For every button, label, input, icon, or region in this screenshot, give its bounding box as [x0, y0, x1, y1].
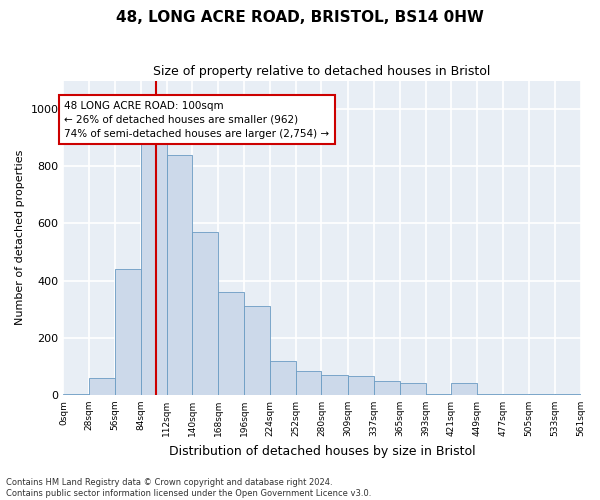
Bar [477, 394, 503, 395]
Bar [64, 394, 89, 395]
Bar [400, 384, 425, 395]
Title: Size of property relative to detached houses in Bristol: Size of property relative to detached ho… [153, 65, 491, 78]
Bar [89, 378, 115, 395]
Y-axis label: Number of detached properties: Number of detached properties [15, 150, 25, 326]
Bar [503, 394, 529, 395]
Text: 48 LONG ACRE ROAD: 100sqm
← 26% of detached houses are smaller (962)
74% of semi: 48 LONG ACRE ROAD: 100sqm ← 26% of detac… [64, 100, 329, 138]
Bar [193, 232, 218, 395]
Bar [451, 384, 477, 395]
Bar [270, 360, 296, 395]
Bar [348, 376, 374, 395]
Bar [296, 370, 322, 395]
Bar [218, 292, 244, 395]
Bar [374, 380, 400, 395]
Text: Contains HM Land Registry data © Crown copyright and database right 2024.
Contai: Contains HM Land Registry data © Crown c… [6, 478, 371, 498]
Bar [529, 394, 554, 395]
Bar [425, 394, 451, 395]
X-axis label: Distribution of detached houses by size in Bristol: Distribution of detached houses by size … [169, 444, 475, 458]
Bar [554, 394, 581, 395]
Bar [244, 306, 270, 395]
Bar [115, 269, 141, 395]
Text: 48, LONG ACRE ROAD, BRISTOL, BS14 0HW: 48, LONG ACRE ROAD, BRISTOL, BS14 0HW [116, 10, 484, 25]
Bar [141, 144, 167, 395]
Bar [322, 375, 348, 395]
Bar [167, 155, 193, 395]
